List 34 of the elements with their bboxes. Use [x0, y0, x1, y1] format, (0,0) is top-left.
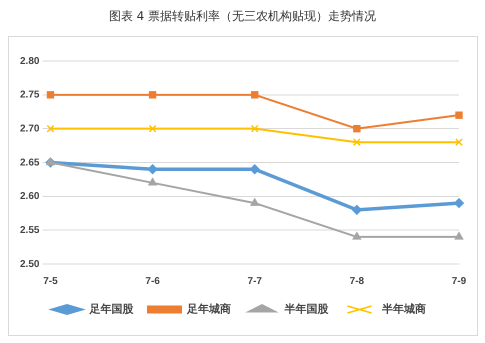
y-tick-label: 2.60 [20, 191, 40, 202]
point [352, 138, 361, 146]
point [250, 198, 260, 206]
point [148, 178, 157, 186]
chart-title: 图表 4 票据转贴利率（无三农机构贴现）走势情况 [108, 8, 378, 25]
point [250, 164, 260, 174]
point [148, 124, 157, 133]
legend-label: 足年城商 [186, 302, 231, 316]
x-tick-label: 7-6 [145, 276, 160, 287]
legend-label: 足年国股 [88, 302, 134, 316]
point [454, 198, 464, 208]
point [352, 232, 362, 240]
y-tick-label: 2.65 [20, 157, 40, 168]
x-tick-label: 7-7 [248, 276, 262, 287]
y-tick-label: 2.50 [20, 258, 40, 270]
x-tick-label: 7-9 [452, 276, 467, 287]
legend-label: 半年国股 [284, 302, 330, 316]
point [250, 124, 259, 133]
point [455, 111, 463, 119]
y-tick-label: 2.75 [20, 90, 40, 101]
point [251, 91, 258, 99]
point [455, 138, 463, 146]
x-tick-label: 7-8 [350, 276, 365, 287]
x-tick-label: 7-5 [43, 276, 58, 287]
legend-label: 半年城商 [381, 302, 426, 316]
point [46, 91, 54, 99]
y-tick-label: 2.55 [20, 224, 40, 236]
point [353, 124, 361, 132]
y-tick-label: 2.80 [20, 56, 40, 67]
point [46, 124, 54, 133]
point [148, 91, 156, 99]
y-tick-label: 2.70 [20, 123, 40, 134]
point [454, 232, 464, 240]
point [352, 204, 362, 215]
